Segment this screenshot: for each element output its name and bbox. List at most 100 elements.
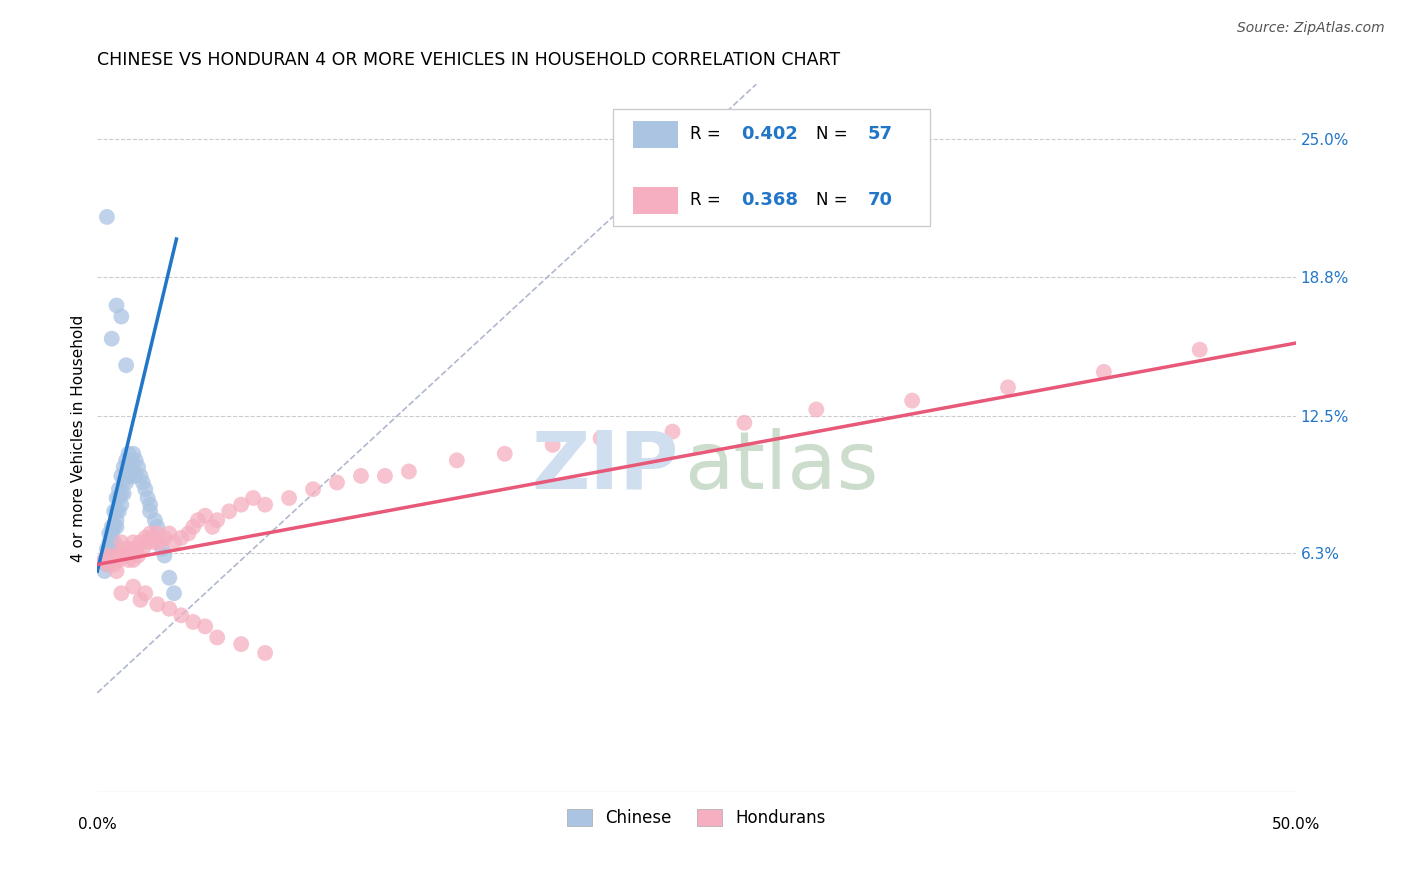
Point <box>105 504 128 518</box>
Point <box>278 491 301 505</box>
Point <box>149 535 172 549</box>
Point <box>93 553 115 567</box>
Point <box>122 553 145 567</box>
Point <box>129 535 152 549</box>
Point <box>254 646 277 660</box>
Point <box>96 210 118 224</box>
Point <box>146 520 169 534</box>
Point <box>132 541 155 556</box>
Text: Source: ZipAtlas.com: Source: ZipAtlas.com <box>1237 21 1385 35</box>
Text: atlas: atlas <box>685 427 879 506</box>
Point <box>157 571 180 585</box>
Point <box>136 535 159 549</box>
Point <box>254 498 277 512</box>
Point <box>125 453 148 467</box>
Point <box>1092 365 1115 379</box>
Y-axis label: 4 or more Vehicles in Household: 4 or more Vehicles in Household <box>72 315 86 562</box>
Point <box>120 541 142 556</box>
Point <box>541 438 564 452</box>
Point <box>997 380 1019 394</box>
Point <box>446 453 468 467</box>
Point <box>110 498 132 512</box>
Point <box>806 402 828 417</box>
Point <box>1188 343 1211 357</box>
Point <box>105 564 128 578</box>
Point <box>108 491 131 505</box>
Point <box>146 597 169 611</box>
Point <box>112 541 135 556</box>
Point <box>153 549 176 563</box>
Point <box>194 619 217 633</box>
Point <box>93 564 115 578</box>
Point <box>98 526 121 541</box>
Point <box>231 637 253 651</box>
Point <box>187 513 209 527</box>
Point <box>112 486 135 500</box>
Point <box>100 520 122 534</box>
Point <box>494 447 516 461</box>
Text: ZIP: ZIP <box>531 427 679 506</box>
Point <box>105 520 128 534</box>
Point <box>115 453 138 467</box>
Point <box>110 486 132 500</box>
Point <box>115 549 138 563</box>
Point <box>120 469 142 483</box>
Point <box>117 447 139 461</box>
Point <box>108 504 131 518</box>
Point <box>103 558 125 572</box>
Point <box>100 553 122 567</box>
Point <box>201 520 224 534</box>
Point <box>661 425 683 439</box>
Text: R =: R = <box>690 126 727 144</box>
Point <box>125 469 148 483</box>
Point <box>100 526 122 541</box>
Point <box>122 465 145 479</box>
Point <box>242 491 264 505</box>
Text: R =: R = <box>690 191 727 210</box>
Point <box>98 535 121 549</box>
Point <box>139 526 162 541</box>
Point <box>110 549 132 563</box>
Point <box>122 447 145 461</box>
Text: 57: 57 <box>868 126 893 144</box>
Point <box>733 416 755 430</box>
Legend: Chinese, Hondurans: Chinese, Hondurans <box>561 802 832 834</box>
Point <box>98 549 121 563</box>
Point <box>100 332 122 346</box>
Point <box>108 482 131 496</box>
Point <box>108 553 131 567</box>
Point <box>100 535 122 549</box>
Point <box>98 541 121 556</box>
Point <box>170 608 193 623</box>
Point <box>901 393 924 408</box>
Point <box>374 469 396 483</box>
Text: 70: 70 <box>868 191 893 210</box>
Text: N =: N = <box>817 126 853 144</box>
Point <box>122 535 145 549</box>
Point <box>115 358 138 372</box>
Point <box>112 460 135 475</box>
Text: N =: N = <box>817 191 853 210</box>
Point <box>134 586 156 600</box>
Point <box>163 586 186 600</box>
Point <box>105 549 128 563</box>
Point <box>112 473 135 487</box>
Point <box>157 601 180 615</box>
Point <box>143 535 166 549</box>
Point <box>103 520 125 534</box>
Point <box>398 465 420 479</box>
Point <box>96 558 118 572</box>
Text: 50.0%: 50.0% <box>1271 817 1320 832</box>
Point <box>127 460 149 475</box>
Point <box>326 475 349 490</box>
Point <box>163 535 186 549</box>
Point <box>143 513 166 527</box>
Point <box>134 482 156 496</box>
Point <box>127 549 149 563</box>
Point <box>105 513 128 527</box>
Point <box>194 508 217 523</box>
Point <box>103 535 125 549</box>
Point <box>122 580 145 594</box>
Point <box>115 465 138 479</box>
Point <box>150 541 173 556</box>
